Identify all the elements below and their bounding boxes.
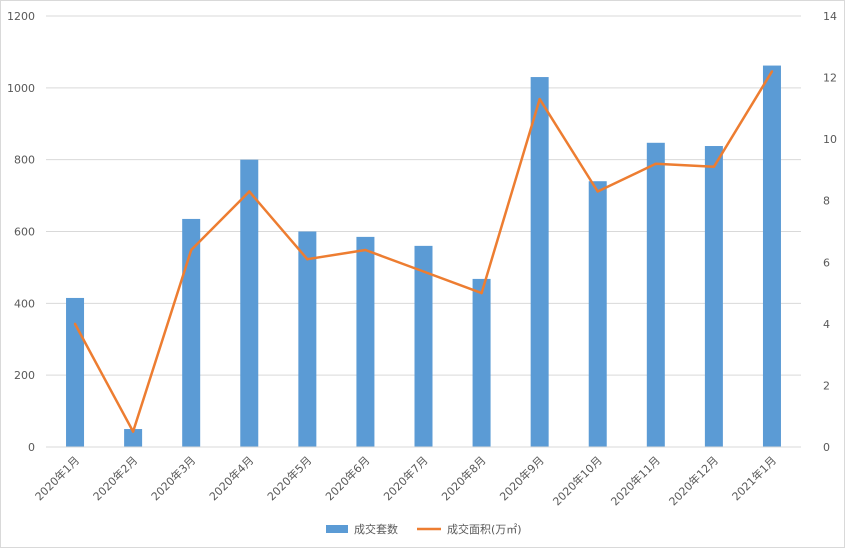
x-tick-label: 2021年1月 [729,453,779,503]
line-point [73,322,77,326]
legend-swatch-bar [326,525,348,533]
line-point [770,70,774,73]
y-left-tick-label: 1000 [7,82,35,95]
y-right-tick-label: 4 [823,318,830,331]
y-right-tick-label: 8 [823,195,830,208]
y-right-tick-label: 6 [823,256,830,269]
x-tick-label: 2020年4月 [206,453,256,503]
x-tick-label: 2020年1月 [32,453,82,503]
x-tick-label: 2020年9月 [497,453,547,503]
x-tick-label: 2020年10月 [550,453,605,508]
x-tick-label: 2020年6月 [322,453,372,503]
bar [588,181,607,447]
x-tick-label: 2020年3月 [148,453,198,503]
line-point [422,270,425,273]
x-tick-label: 2020年11月 [608,453,663,508]
line-point [248,190,251,193]
bar [646,142,665,447]
x-tick-label: 2020年7月 [380,453,430,503]
bar [414,245,433,447]
legend: 成交套数 成交面积(万㎡) [326,522,522,536]
x-tick-label: 2020年2月 [90,453,140,503]
bar [240,159,259,447]
y-left-tick-label: 1200 [7,10,35,23]
bar [356,236,375,447]
bar [762,65,781,447]
line-point [131,430,135,433]
y-right-tick-label: 0 [823,441,830,454]
y-right-tick-label: 12 [823,72,837,85]
line-point [189,248,193,252]
line-point [480,291,483,295]
bar [704,146,723,448]
line-point [596,190,599,193]
y-left-tick-label: 200 [14,369,35,382]
legend-label-bar: 成交套数 [354,522,398,536]
line-point [306,258,309,261]
y-right-tick-label: 14 [823,10,837,23]
bar [298,231,317,447]
bar [472,278,491,447]
y-right-tick-label: 2 [823,379,830,392]
y-left-tick-label: 400 [14,297,35,310]
gridlines [46,15,801,376]
line-point [712,165,716,169]
y-left-tick-label: 800 [14,154,35,167]
line-point [538,97,541,101]
bar [182,218,201,447]
bar-series [66,65,781,448]
x-tick-label: 2020年12月 [666,453,721,508]
y-left-tick-label: 600 [14,226,35,239]
bar [124,429,143,447]
line-point [364,248,367,252]
legend-label-line: 成交面积(万㎡) [447,522,522,536]
bar [530,77,549,447]
bar [66,297,85,447]
line-point [654,162,658,165]
y-right-tick-label: 10 [823,133,837,146]
line-series [73,70,774,433]
x-tick-label: 2020年8月 [438,453,488,503]
y-left-tick-label: 0 [28,441,35,454]
x-tick-label: 2020年5月 [264,453,314,503]
